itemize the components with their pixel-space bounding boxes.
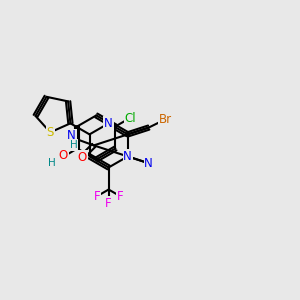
Text: S: S	[46, 126, 54, 139]
Text: H: H	[70, 140, 77, 150]
Text: N: N	[123, 150, 132, 163]
Text: H: H	[49, 158, 56, 168]
Text: O: O	[58, 148, 68, 162]
Text: F: F	[93, 190, 100, 203]
Text: F: F	[117, 190, 124, 203]
Text: Cl: Cl	[124, 112, 136, 125]
Text: N: N	[67, 129, 76, 142]
Text: Br: Br	[159, 113, 172, 126]
Text: O: O	[77, 151, 87, 164]
Text: N: N	[144, 157, 153, 170]
Text: F: F	[105, 197, 112, 210]
Text: N: N	[104, 117, 113, 130]
